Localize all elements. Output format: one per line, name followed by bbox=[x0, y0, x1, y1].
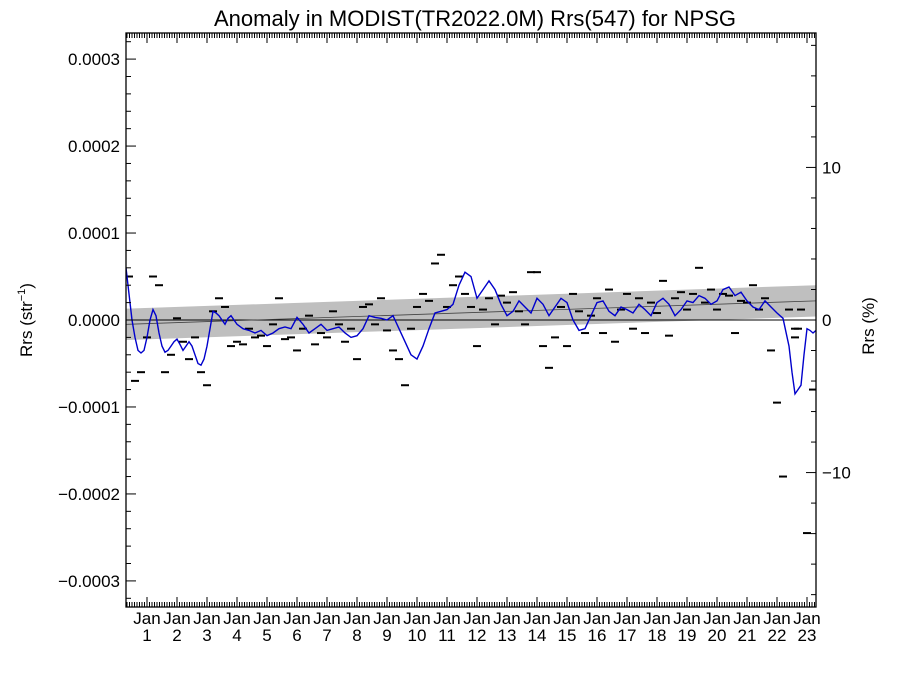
x-tick-year-label: 12 bbox=[468, 626, 487, 645]
y-left-tick-label: −0.0002 bbox=[58, 485, 120, 504]
x-tick-year-label: 17 bbox=[618, 626, 637, 645]
x-tick-year-label: 11 bbox=[438, 626, 456, 645]
x-tick-month-label: Jan bbox=[313, 609, 340, 628]
trend-line bbox=[126, 300, 816, 325]
y-left-tick-label: −0.0001 bbox=[58, 398, 120, 417]
y-left-tick-label: 0.0002 bbox=[68, 137, 120, 156]
x-tick-year-label: 4 bbox=[232, 626, 241, 645]
x-tick-year-label: 3 bbox=[202, 626, 211, 645]
x-tick-month-label: Jan bbox=[253, 609, 280, 628]
x-tick-year-label: 2 bbox=[172, 626, 181, 645]
x-tick-year-label: 14 bbox=[528, 626, 547, 645]
x-tick-month-label: Jan bbox=[223, 609, 250, 628]
x-tick-year-label: 20 bbox=[708, 626, 727, 645]
x-tick-year-label: 1 bbox=[142, 626, 151, 645]
y-left-tick-label: 0.0001 bbox=[68, 224, 120, 243]
x-tick-year-label: 21 bbox=[738, 626, 757, 645]
x-tick-year-label: 23 bbox=[798, 626, 817, 645]
x-tick-month-label: Jan bbox=[133, 609, 160, 628]
y-left-tick-label: 0.0000 bbox=[68, 311, 120, 330]
x-tick-year-label: 13 bbox=[498, 626, 517, 645]
x-tick-year-label: 6 bbox=[292, 626, 301, 645]
y-left-tick-label: 0.0003 bbox=[68, 50, 120, 69]
x-tick-year-label: 8 bbox=[352, 626, 361, 645]
chart-title: Anomaly in MODIST(TR2022.0M) Rrs(547) fo… bbox=[214, 6, 736, 31]
x-tick-month-label: Jan bbox=[403, 609, 430, 628]
x-tick-month-label: Jan bbox=[673, 609, 700, 628]
x-tick-month-label: Jan bbox=[373, 609, 400, 628]
x-tick-month-label: Jan bbox=[193, 609, 220, 628]
x-tick-year-label: 15 bbox=[558, 626, 577, 645]
x-tick-month-label: Jan bbox=[433, 609, 460, 628]
x-tick-year-label: 7 bbox=[322, 626, 331, 645]
x-tick-month-label: Jan bbox=[553, 609, 580, 628]
x-tick-year-label: 16 bbox=[588, 626, 607, 645]
x-tick-year-label: 18 bbox=[648, 626, 667, 645]
x-tick-year-label: 10 bbox=[408, 626, 427, 645]
smoothed-anomaly-line bbox=[126, 267, 816, 396]
x-tick-month-label: Jan bbox=[643, 609, 670, 628]
y-axis-right-label: Rrs (%) bbox=[859, 297, 878, 355]
x-tick-year-label: 5 bbox=[262, 626, 271, 645]
x-tick-year-label: 9 bbox=[382, 626, 391, 645]
x-tick-month-label: Jan bbox=[763, 609, 790, 628]
y-right-tick-label: 10 bbox=[822, 158, 841, 177]
x-tick-year-label: 22 bbox=[768, 626, 787, 645]
x-tick-month-label: Jan bbox=[463, 609, 490, 628]
x-tick-year-label: 19 bbox=[678, 626, 697, 645]
y-axis-left-label: Rrs (str−1) bbox=[16, 283, 36, 357]
x-tick-month-label: Jan bbox=[163, 609, 190, 628]
y-right-tick-label: 0 bbox=[822, 311, 831, 330]
x-tick-month-label: Jan bbox=[583, 609, 610, 628]
x-tick-month-label: Jan bbox=[793, 609, 820, 628]
x-tick-month-label: Jan bbox=[613, 609, 640, 628]
x-tick-month-label: Jan bbox=[733, 609, 760, 628]
x-tick-month-label: Jan bbox=[703, 609, 730, 628]
x-tick-month-label: Jan bbox=[493, 609, 520, 628]
x-tick-month-label: Jan bbox=[523, 609, 550, 628]
x-tick-month-label: Jan bbox=[283, 609, 310, 628]
y-right-tick-label: −10 bbox=[822, 464, 851, 483]
y-left-tick-label: −0.0003 bbox=[58, 572, 120, 591]
x-tick-month-label: Jan bbox=[343, 609, 370, 628]
